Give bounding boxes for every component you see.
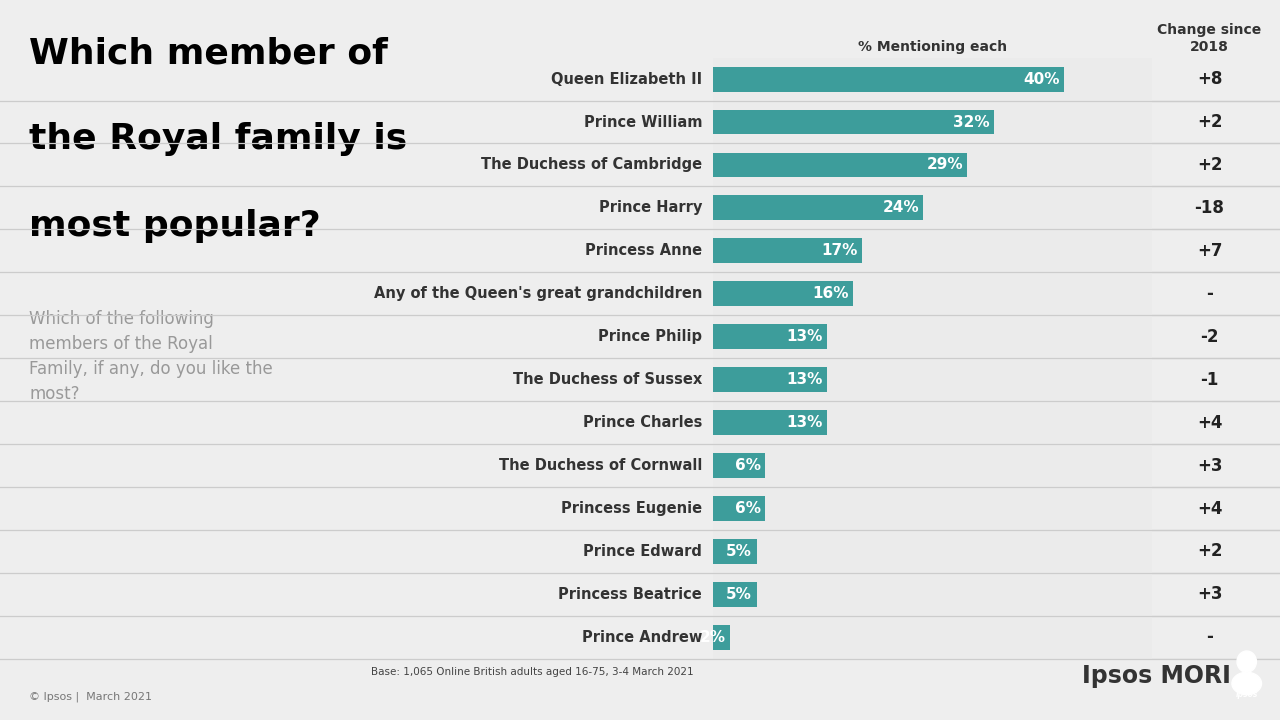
Text: Any of the Queen's great grandchildren: Any of the Queen's great grandchildren	[374, 287, 703, 301]
Text: -2: -2	[1201, 328, 1219, 346]
Text: 17%: 17%	[822, 243, 858, 258]
Bar	[713, 282, 854, 306]
Text: Prince William: Prince William	[584, 114, 703, 130]
Text: +8: +8	[1197, 70, 1222, 88]
Bar	[713, 367, 827, 392]
Bar	[713, 324, 827, 349]
Text: The Duchess of Cornwall: The Duchess of Cornwall	[499, 458, 703, 473]
Text: +2: +2	[1197, 542, 1222, 560]
Text: -18: -18	[1194, 199, 1225, 217]
Text: -: -	[1206, 285, 1213, 303]
Text: -1: -1	[1201, 371, 1219, 389]
Text: +3: +3	[1197, 585, 1222, 603]
Bar	[713, 153, 968, 177]
Text: 29%: 29%	[927, 158, 963, 173]
Text: Prince Harry: Prince Harry	[599, 200, 703, 215]
Text: +2: +2	[1197, 113, 1222, 131]
Bar	[713, 109, 993, 135]
Text: +2: +2	[1197, 156, 1222, 174]
Text: +4: +4	[1197, 500, 1222, 518]
Bar	[713, 496, 765, 521]
Text: Prince Edward: Prince Edward	[584, 544, 703, 559]
Text: The Duchess of Cambridge: The Duchess of Cambridge	[481, 158, 703, 173]
Text: Which of the following
members of the Royal
Family, if any, do you like the
most: Which of the following members of the Ro…	[29, 310, 273, 402]
Text: Princess Eugenie: Princess Eugenie	[561, 501, 703, 516]
Text: Which member of: Which member of	[29, 36, 388, 70]
Bar	[713, 539, 756, 564]
Text: Queen Elizabeth II: Queen Elizabeth II	[550, 71, 703, 86]
Text: most popular?: most popular?	[29, 209, 321, 243]
Text: The Duchess of Sussex: The Duchess of Sussex	[513, 372, 703, 387]
Text: 40%: 40%	[1023, 71, 1060, 86]
Text: % Mentioning each: % Mentioning each	[858, 40, 1007, 54]
Bar	[713, 410, 827, 435]
Text: Prince Philip: Prince Philip	[598, 329, 703, 344]
Text: 13%: 13%	[786, 329, 823, 344]
Bar	[713, 453, 765, 478]
Text: 24%: 24%	[882, 200, 919, 215]
Text: ipsos: ipsos	[1235, 690, 1258, 699]
Text: 13%: 13%	[786, 372, 823, 387]
Text: 2%: 2%	[700, 630, 726, 645]
Text: Ipsos MORI: Ipsos MORI	[1082, 664, 1230, 688]
Text: -: -	[1206, 629, 1213, 647]
Bar	[713, 238, 861, 264]
Text: Base: 1,065 Online British adults aged 16-75, 3-4 March 2021: Base: 1,065 Online British adults aged 1…	[371, 667, 694, 677]
Text: Prince Andrew: Prince Andrew	[582, 630, 703, 645]
Text: 13%: 13%	[786, 415, 823, 430]
Ellipse shape	[1231, 672, 1262, 695]
Text: 5%: 5%	[726, 587, 753, 602]
Text: 6%: 6%	[735, 501, 760, 516]
Bar	[713, 67, 1064, 91]
Text: Princess Beatrice: Princess Beatrice	[558, 587, 703, 602]
Text: +3: +3	[1197, 456, 1222, 474]
Bar	[713, 195, 923, 220]
Bar	[713, 582, 756, 607]
Text: 16%: 16%	[813, 287, 849, 301]
Circle shape	[1236, 651, 1257, 672]
Text: Change since
2018: Change since 2018	[1157, 23, 1262, 54]
Text: © Ipsos |  March 2021: © Ipsos | March 2021	[29, 691, 152, 702]
Text: the Royal family is: the Royal family is	[29, 122, 407, 156]
Text: Prince Charles: Prince Charles	[582, 415, 703, 430]
Text: 6%: 6%	[735, 458, 760, 473]
Text: +4: +4	[1197, 413, 1222, 431]
Text: 5%: 5%	[726, 544, 753, 559]
Text: 32%: 32%	[952, 114, 989, 130]
Text: +7: +7	[1197, 242, 1222, 260]
Text: Princess Anne: Princess Anne	[585, 243, 703, 258]
Bar	[713, 625, 730, 649]
